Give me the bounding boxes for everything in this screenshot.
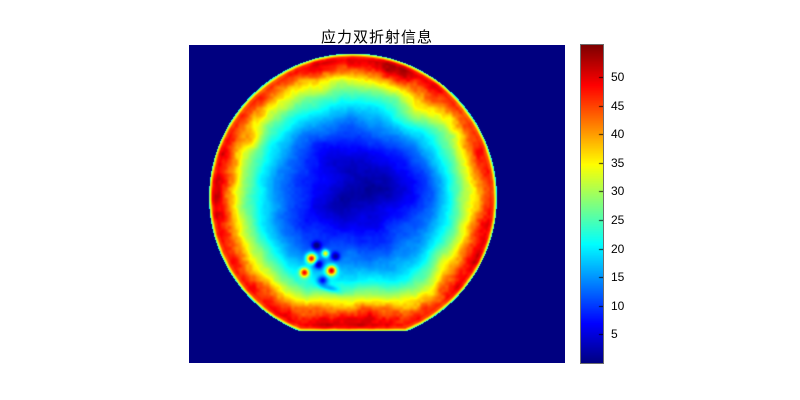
colorbar-tick-label: 20 [611,241,625,256]
colorbar-gradient [581,45,603,363]
wafer-heatmap-image [189,45,565,363]
colorbar [580,44,604,364]
colorbar-tick-label: 5 [611,327,618,342]
colorbar-tick-label: 25 [611,213,625,227]
colorbar-tick-label: 35 [611,155,625,170]
colorbar-tick-label: 30 [611,184,625,199]
colorbar-tick-label: 40 [611,127,625,142]
colorbar-tick-label: 15 [611,270,625,285]
colorbar-tick-label: 45 [611,98,625,113]
colorbar-tick-label: 50 [611,70,625,85]
chart-title: 应力双折射信息 [320,28,433,46]
colorbar-tick-label: 10 [611,298,625,313]
